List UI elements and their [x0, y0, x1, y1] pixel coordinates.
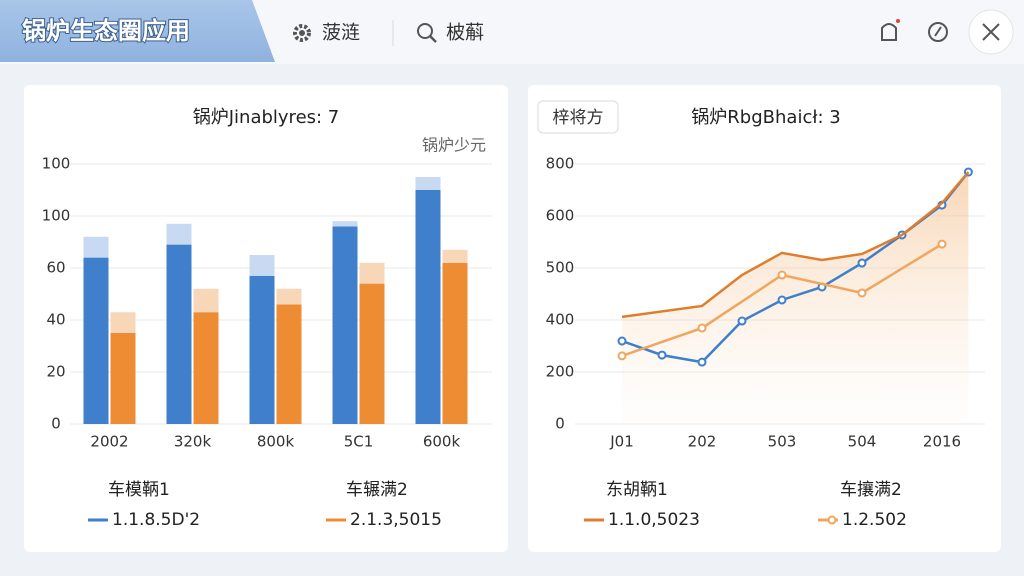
legend-label: 1.2.502 [842, 510, 907, 530]
x-tick-label: 2016 [923, 433, 961, 451]
x-tick-label: 5C1 [344, 433, 374, 451]
y-tick-label: 600 [546, 207, 575, 225]
bar [332, 226, 358, 424]
y-tick-label: 200 [546, 363, 575, 381]
point [617, 336, 627, 346]
x-tick-label: 800k [257, 433, 295, 451]
y-tick-label: 400 [546, 311, 575, 329]
bar [83, 257, 109, 424]
badge [896, 19, 900, 23]
point [857, 258, 867, 268]
legend-label: 1.1.8.5D'2 [112, 510, 200, 530]
line [621, 171, 970, 319]
nav-item[interactable]: 柀蔛 [446, 22, 484, 44]
bar-cap [332, 221, 358, 227]
help-icon [928, 22, 948, 42]
bar [442, 262, 468, 424]
bar-cap [359, 262, 385, 284]
point [697, 323, 707, 333]
x-tick-label: 202 [688, 433, 717, 451]
app-title: 锅炉生态圈应用 [22, 17, 190, 45]
bar-cap [249, 255, 275, 276]
x-tick-label: 503 [768, 433, 797, 451]
close-button[interactable] [968, 9, 1014, 55]
x-tick-label: 600k [423, 433, 461, 451]
x-tick-label: J01 [609, 433, 634, 451]
point [617, 351, 627, 361]
bar [166, 244, 192, 424]
bar [110, 333, 136, 424]
bell-icon [881, 23, 897, 41]
search-icon [417, 23, 433, 39]
legend-label: 2.1.3,5015 [350, 510, 442, 530]
settings-nav[interactable]: 菠涟 [293, 22, 360, 44]
title-tab [0, 0, 275, 62]
legend-marker [827, 515, 837, 525]
y-tick-label: 40 [46, 311, 65, 329]
gear-center [299, 30, 305, 36]
legend-label: 1.1.0,5023 [608, 510, 700, 530]
point [857, 288, 867, 298]
panel-button-label: 梓将方 [553, 108, 604, 128]
point [937, 239, 947, 249]
bar-cap [110, 312, 136, 333]
x-tick-label: 2002 [90, 433, 128, 451]
y-tick-label: 0 [51, 415, 61, 433]
help-mark [934, 26, 942, 37]
bar [415, 190, 441, 424]
x-tick-label: 504 [848, 433, 877, 451]
y-tick-label: 60 [46, 259, 65, 277]
y-tick-label: 20 [46, 363, 65, 381]
legend-header: 东胡鞆1 [606, 480, 668, 500]
panel-button[interactable] [537, 100, 619, 134]
notify-button[interactable] [881, 19, 900, 41]
bar-cap [83, 236, 109, 258]
bar [193, 312, 219, 424]
area [622, 172, 969, 424]
legend-header: 车模鞆1 [108, 480, 170, 500]
bar-cap [276, 288, 302, 305]
bar [249, 275, 275, 424]
chart-subtitle: 锅炉少元 [422, 136, 486, 155]
search-handle [429, 35, 437, 43]
gear-icon [293, 24, 311, 42]
bar-cap [442, 249, 468, 263]
legend-header: 车攘满2 [840, 479, 902, 500]
bar [359, 283, 385, 424]
x-tick-label: 320k [174, 433, 212, 451]
help-button[interactable] [928, 22, 948, 42]
bar-cap [415, 177, 441, 190]
y-tick-label: 500 [546, 259, 575, 277]
legend-header: 车辗满2 [346, 479, 408, 500]
nav-item[interactable]: 菠涟 [322, 22, 360, 44]
chart-title: 锅炉RbgBhaicł: 3 [691, 107, 840, 128]
point [697, 357, 707, 367]
y-tick-label: 800 [546, 155, 575, 173]
y-tick-label: 100 [42, 155, 71, 173]
point [657, 350, 667, 360]
point [737, 316, 747, 326]
bar-cap [166, 223, 192, 245]
point [777, 295, 787, 305]
chart-title: 锅炉Jinablyres: 7 [193, 107, 340, 128]
point [777, 270, 787, 280]
close-icon [982, 23, 1000, 41]
bar-cap [193, 288, 219, 313]
search-nav[interactable]: 柀蔛 [417, 22, 484, 44]
y-tick-label: 0 [555, 415, 565, 433]
y-tick-label: 100 [42, 207, 71, 225]
bar [276, 304, 302, 424]
